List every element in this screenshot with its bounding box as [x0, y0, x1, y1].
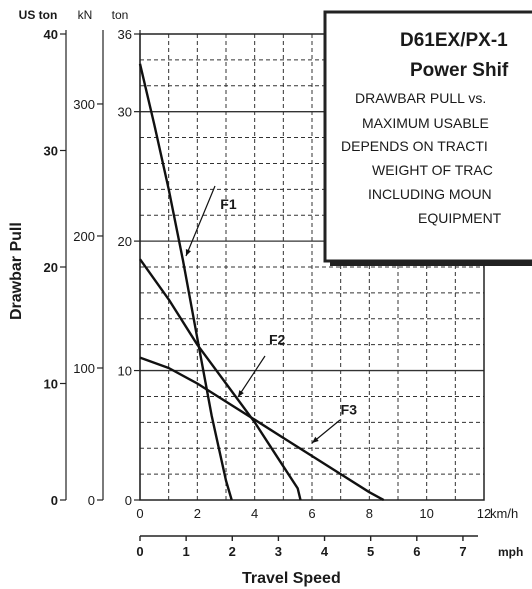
- info-line-1: DRAWBAR PULL vs.: [355, 90, 486, 106]
- x-tick-label: 10: [419, 506, 433, 521]
- y-tick-label: 200: [73, 229, 95, 244]
- y-tick-label: 40: [44, 27, 58, 42]
- x-tick-label: 2: [194, 506, 201, 521]
- x-tick-label: 6: [308, 506, 315, 521]
- series-labels: F1 F2 F3: [185, 185, 358, 444]
- y-tick-label: 30: [118, 105, 132, 120]
- leader-arrowhead: [238, 390, 244, 397]
- info-line-5: INCLUDING MOUN: [368, 186, 492, 202]
- series-label: F1: [220, 196, 237, 212]
- x-tick-label: 6: [413, 544, 420, 559]
- x-tick-label: 5: [367, 544, 374, 559]
- y-tick-label: 10: [44, 377, 58, 392]
- chart-title: D61EX/PX-1: [400, 30, 508, 51]
- x-tick-label: 0: [136, 544, 143, 559]
- y-tick-label: 100: [73, 361, 95, 376]
- info-box-frame: [323, 10, 532, 263]
- series-label: F2: [269, 332, 286, 348]
- chart-subtitle: Power Shif: [410, 60, 509, 81]
- series-line-f2: [139, 258, 302, 501]
- x-axis-title: Travel Speed: [242, 570, 341, 587]
- x-tick-label: 7: [459, 544, 466, 559]
- y-tick-label: 20: [118, 234, 132, 249]
- y-tick-label: 300: [73, 97, 95, 112]
- x-axis-unit: mph: [498, 545, 523, 559]
- y-axis-title: Drawbar Pull: [8, 222, 25, 320]
- curves: [138, 63, 385, 502]
- leader-line: [185, 185, 216, 257]
- y-tick-label: 20: [44, 260, 58, 275]
- x-tick-label: 8: [366, 506, 373, 521]
- y-tick-label: 36: [118, 27, 132, 42]
- x-tick-label: 1: [183, 544, 190, 559]
- y-axis-unit: US ton: [19, 8, 58, 22]
- info-box: D61EX/PX-1 Power Shif DRAWBAR PULL vs. M…: [323, 10, 532, 266]
- series-line-f1: [138, 63, 233, 501]
- info-line-3: DEPENDS ON TRACTI: [341, 138, 488, 154]
- y-tick-label: 0: [125, 493, 132, 508]
- y-tick-label: 0: [88, 493, 95, 508]
- leader-arrowhead: [185, 249, 191, 256]
- x-tick-label: 12: [477, 506, 491, 521]
- y-axis-unit: ton: [112, 8, 129, 22]
- y-axis-unit: kN: [78, 8, 93, 22]
- x-tick-label: 4: [251, 506, 258, 521]
- x-tick-label: 0: [136, 506, 143, 521]
- x-tick-label: 3: [275, 544, 282, 559]
- series-label: F3: [341, 402, 358, 418]
- y-tick-label: 0: [51, 493, 58, 508]
- x-tick-label: 4: [321, 544, 329, 559]
- y-tick-label: 30: [44, 144, 58, 159]
- info-line-6: EQUIPMENT: [418, 210, 502, 226]
- x-tick-label: 2: [229, 544, 236, 559]
- y-tick-label: 10: [118, 364, 132, 379]
- leader-line: [237, 355, 266, 398]
- x-axis-unit: km/h: [490, 506, 518, 521]
- info-line-2: MAXIMUM USABLE: [362, 115, 489, 131]
- leader-arrowhead: [312, 436, 319, 443]
- info-line-4: WEIGHT OF TRAC: [372, 162, 493, 178]
- series-line-f3: [139, 356, 385, 502]
